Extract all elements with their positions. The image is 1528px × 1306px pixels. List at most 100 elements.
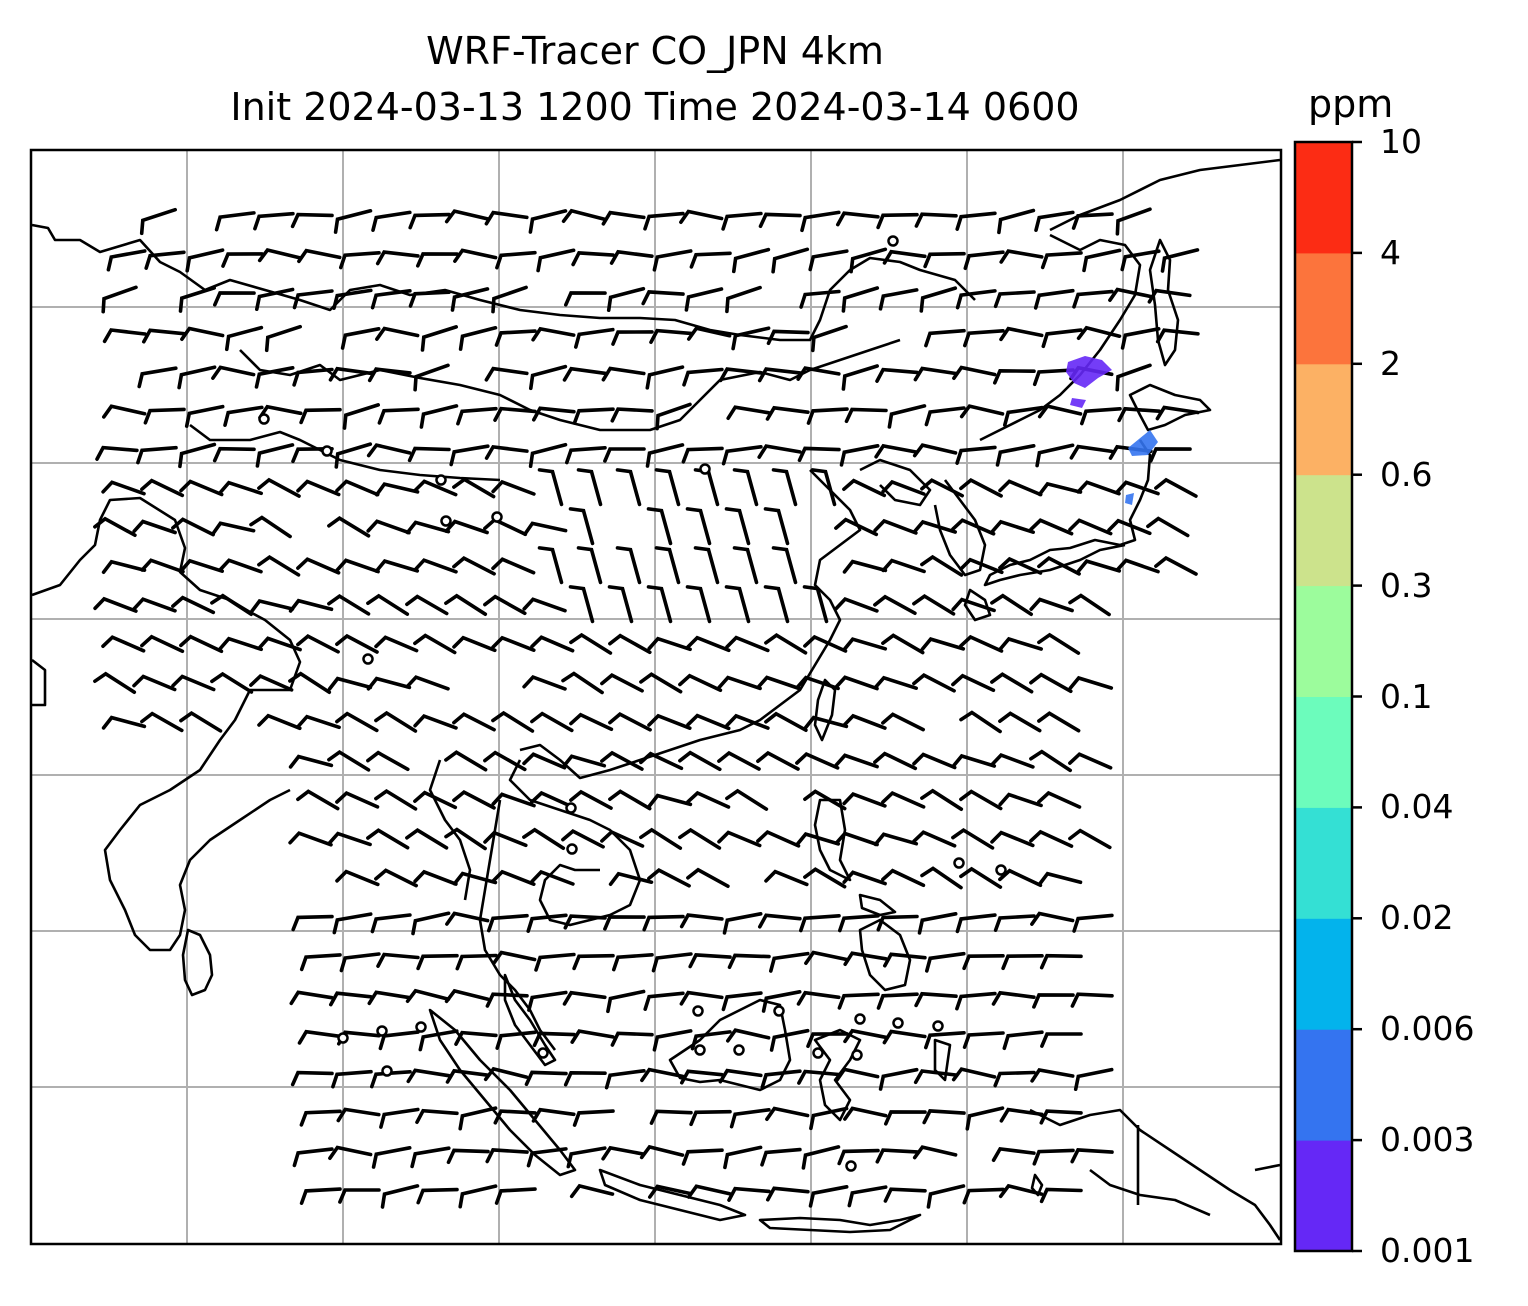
- wind-barb: [959, 710, 1002, 734]
- wind-barb: [799, 914, 841, 933]
- wind-barb: [727, 953, 771, 969]
- wind-barb: [374, 559, 420, 573]
- wind-barb: [1041, 328, 1083, 349]
- wind-barb: [561, 754, 607, 769]
- wind-barb: [524, 1070, 568, 1086]
- wind-barb: [926, 1184, 966, 1209]
- wind-barb: [803, 789, 847, 811]
- wind-barb: [1120, 249, 1161, 272]
- wind-barb: [1034, 210, 1075, 232]
- wind-barb: [1069, 444, 1114, 460]
- wind-barb: [652, 1029, 693, 1052]
- wind-barb: [834, 517, 879, 537]
- wind-barb: [951, 597, 996, 613]
- wind-barb: [797, 1069, 841, 1085]
- wind-barb: [257, 247, 303, 263]
- wind-barb: [140, 634, 185, 653]
- wind-barb: [686, 635, 731, 653]
- wind-barb: [327, 676, 373, 691]
- wind-barb: [685, 507, 712, 546]
- wind-barb: [955, 445, 997, 465]
- wind-barb: [288, 671, 332, 695]
- wind-barb: [416, 953, 459, 971]
- wind-barb: [102, 404, 147, 419]
- wind-barb: [887, 404, 927, 429]
- wind-barb: [876, 992, 919, 1010]
- wind-barb: [881, 868, 926, 888]
- wind-barb: [444, 750, 488, 772]
- wind-barb: [106, 249, 147, 272]
- calm-wind-marker: [932, 1020, 944, 1032]
- wind-barb: [177, 365, 217, 390]
- coastline-honshu: [983, 439, 1152, 587]
- wind-barb: [296, 714, 341, 730]
- wind-barb: [678, 673, 723, 692]
- wind-barb: [834, 675, 879, 691]
- wind-barb: [529, 364, 568, 391]
- wind-barb: [561, 671, 604, 695]
- wind-barb: [444, 988, 490, 1004]
- wind-barb: [335, 711, 379, 733]
- wind-barb: [647, 868, 691, 888]
- wind-barb: [211, 521, 256, 536]
- wind-barb: [878, 1067, 919, 1091]
- wind-barb: [1033, 288, 1075, 310]
- colorbar-tick-label: 0.3: [1380, 565, 1433, 605]
- wind-barb: [413, 479, 458, 497]
- wind-barb: [726, 1028, 771, 1043]
- wind-barb: [756, 750, 800, 771]
- wind-barb: [564, 291, 607, 307]
- wind-barb: [528, 442, 568, 468]
- wind-barb: [834, 753, 879, 769]
- wind-barb: [413, 633, 457, 655]
- tracer-patch: [1070, 398, 1086, 408]
- wind-barb: [681, 446, 724, 464]
- wind-barb: [803, 715, 849, 730]
- wind-barb: [288, 754, 334, 769]
- wind-barb: [923, 251, 966, 269]
- wind-barb: [680, 1069, 724, 1085]
- wind-barbs: [93, 207, 1200, 1209]
- wind-barb: [336, 1107, 381, 1123]
- colorbar-segment: [1295, 585, 1352, 697]
- coastline-mindanao: [858, 918, 912, 992]
- wind-barb: [211, 365, 256, 380]
- wind-barb: [875, 367, 919, 383]
- colorbar-tick-label: 2: [1380, 343, 1401, 383]
- wind-barb: [847, 1185, 888, 1208]
- wind-barb: [574, 327, 615, 349]
- wind-barb: [140, 558, 185, 574]
- wind-barb: [647, 793, 693, 808]
- coastline-mongolia: [239, 338, 901, 432]
- wind-barb: [959, 404, 1005, 419]
- wind-barb: [603, 447, 646, 463]
- wind-barb: [491, 479, 536, 496]
- wind-barb: [93, 516, 137, 537]
- wind-barb: [951, 673, 996, 692]
- wind-barb: [721, 211, 763, 231]
- wind-barb: [841, 286, 880, 313]
- wind-barb: [1035, 443, 1075, 468]
- wind-barb: [881, 633, 925, 655]
- wind-barb: [876, 212, 919, 230]
- wind-barb: [1032, 993, 1075, 1009]
- wind-barb: [955, 991, 997, 1011]
- wind-barb: [483, 750, 527, 772]
- wind-barb: [171, 674, 216, 692]
- wind-barb: [93, 596, 138, 613]
- wind-barb: [249, 515, 292, 539]
- wind-barb: [999, 1107, 1044, 1123]
- coastline-taiwan: [813, 678, 837, 742]
- wind-barb: [484, 210, 529, 226]
- wind-barb: [615, 546, 642, 585]
- wind-barb: [1032, 1148, 1075, 1166]
- wind-barb: [1117, 406, 1161, 423]
- wind-barb: [526, 1147, 568, 1168]
- coastline-gulf-thailand: [478, 799, 557, 1051]
- wind-barb: [292, 367, 334, 387]
- wind-barb: [1037, 790, 1082, 809]
- wind-barb: [339, 251, 381, 270]
- wind-barb: [101, 635, 146, 653]
- wind-barb: [142, 328, 186, 344]
- wind-barb: [566, 1146, 607, 1169]
